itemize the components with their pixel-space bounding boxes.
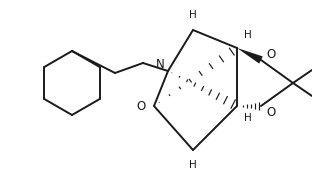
Text: O: O xyxy=(266,48,275,61)
Text: O: O xyxy=(266,106,275,119)
Text: H: H xyxy=(244,113,252,123)
Polygon shape xyxy=(237,48,263,64)
Text: H: H xyxy=(189,160,197,170)
Text: O: O xyxy=(136,100,146,112)
Text: H: H xyxy=(244,30,252,40)
Text: H: H xyxy=(189,10,197,20)
Text: N: N xyxy=(156,57,164,70)
